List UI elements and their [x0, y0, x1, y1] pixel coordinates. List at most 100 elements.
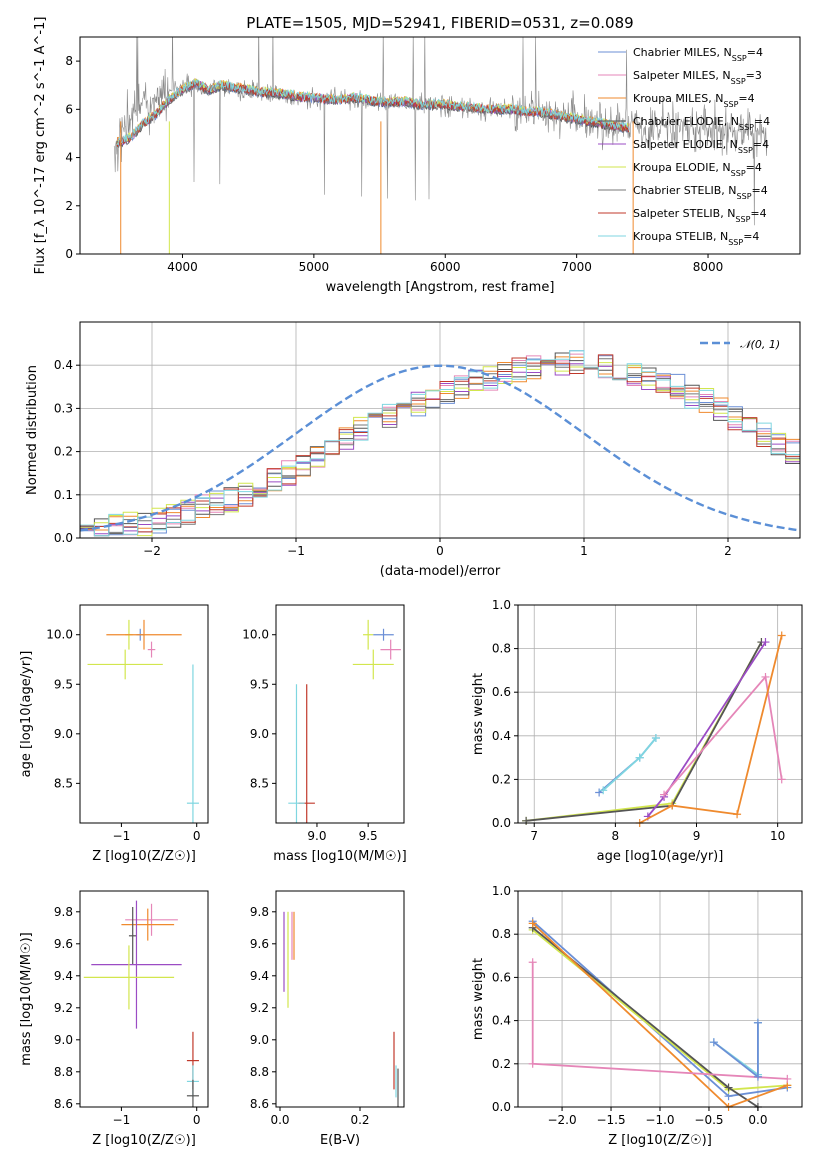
legend-label: Chabrier ELODIE, NSSP=4	[633, 115, 770, 132]
x-tick-label: 0	[436, 544, 444, 558]
x-tick-label: 5000	[299, 260, 330, 274]
x-tick-label: 1	[580, 544, 588, 558]
ebv-mass-panel: 0.0 0.2 8.6 8.8 9.0 9.2 9.4 9.6 9.8 E(B-V)	[250, 890, 405, 1148]
age-weight-ylabel: mass weight	[471, 673, 486, 755]
residuals-panel: −2 −1 0 1 2 0.0 0.1 0.2 0.3 0.4 (data-model)/error…	[25, 321, 801, 579]
x-tick-label: 0	[193, 1113, 201, 1127]
y-tick-label: 8	[65, 54, 73, 68]
x-tick-label: 9.0	[307, 829, 326, 843]
legend-label: Chabrier STELIB, NSSP=4	[633, 184, 768, 201]
y-tick-label: 8.5	[250, 776, 269, 790]
y-tick-label: 9.5	[250, 677, 269, 691]
Z-mass-frame	[79, 890, 209, 1108]
weight-point-marker	[522, 816, 531, 825]
y-tick-label: 0.0	[492, 1100, 511, 1114]
ebv-mass-frame	[275, 890, 405, 1108]
mass-age-plot-area	[288, 619, 401, 823]
y-tick-label: 2	[65, 199, 73, 213]
x-tick-label: −1	[287, 544, 305, 558]
Z-mass-plot-area	[83, 900, 199, 1107]
model-spectrum-line	[116, 80, 630, 147]
weight-point-marker	[528, 919, 537, 928]
x-tick-label: 0.0	[270, 1113, 289, 1127]
y-tick-label: 9.0	[54, 1033, 73, 1047]
Z-age-panel: −1 0 8.5 9.0 9.5 10.0 Z [log10(Z/Z☉)] age [log1…	[19, 604, 209, 864]
y-tick-label: 8.5	[54, 776, 73, 790]
spectrum-panel: 4000 5000 6000 7000 8000 0 2 4 6 8 wavelength [Ang…	[33, 17, 801, 295]
mass-age-panel: 9.0 9.5 8.5 9.0 9.5 10.0 mass [log10(M/M☉)]	[242, 604, 407, 864]
x-tick-label: 8000	[693, 260, 724, 274]
weight-point-marker	[528, 958, 537, 967]
Z-age-ylabel: age [log10(age/yr)]	[19, 651, 34, 778]
x-tick-label: −1.0	[645, 1113, 674, 1127]
y-tick-label: 0.8	[492, 642, 511, 656]
y-tick-label: 8.6	[54, 1097, 73, 1111]
y-tick-label: 10.0	[242, 628, 269, 642]
x-tick-label: −0.5	[694, 1113, 723, 1127]
x-tick-label: 10	[770, 829, 785, 843]
Z-mass-ylabel: mass [log10(M/M☉)]	[19, 932, 34, 1065]
y-tick-label: 9.6	[250, 937, 269, 951]
Z-mass-panel: −1 0 8.6 8.8 9.0 9.2 9.4 9.6 9.8 Z [log10(Z/Z☉)] m…	[19, 890, 209, 1148]
x-tick-label: −1	[113, 1113, 131, 1127]
x-tick-label: 7000	[561, 260, 592, 274]
weight-point-marker	[709, 1038, 718, 1047]
x-tick-label: −1	[113, 829, 131, 843]
legend-label: Salpeter MILES, NSSP=3	[633, 69, 762, 86]
weight-point-marker	[635, 753, 644, 762]
model-spectrum-line	[116, 79, 630, 146]
weight-series-line	[602, 737, 657, 791]
ebv-mass-xlabel: E(B-V)	[320, 1133, 360, 1148]
y-tick-label: 4	[65, 151, 73, 165]
y-tick-label: 9.0	[54, 727, 73, 741]
weight-point-marker	[753, 1072, 762, 1081]
figure-title: PLATE=1505, MJD=52941, FIBERID=0531, z=0…	[246, 14, 633, 32]
legend-label: Kroupa STELIB, NSSP=4	[633, 230, 759, 247]
Z-weight-ylabel: mass weight	[471, 958, 486, 1040]
ebv-mass-plot-area	[283, 911, 399, 1107]
y-tick-label: 0.2	[54, 445, 73, 459]
x-tick-label: 0.2	[350, 1113, 369, 1127]
weight-point-marker	[599, 786, 608, 795]
spectrum-frame	[79, 36, 801, 255]
residual-histogram-line	[80, 354, 800, 533]
y-tick-label: 10.0	[46, 628, 73, 642]
Z-mass-xlabel: Z [log10(Z/Z☉)]	[92, 1133, 196, 1148]
x-tick-label: 8	[612, 829, 620, 843]
legend-label: Kroupa ELODIE, NSSP=4	[633, 161, 762, 178]
x-tick-label: 4000	[167, 260, 198, 274]
weight-series-line	[713, 1022, 759, 1077]
residual-histogram-line	[80, 350, 800, 537]
mass-age-frame	[275, 604, 405, 824]
legend-label: Salpeter ELODIE, NSSP=4	[633, 138, 769, 155]
y-tick-label: 6	[65, 102, 73, 116]
weight-point-marker	[668, 801, 677, 810]
y-tick-label: 9.0	[250, 727, 269, 741]
spectrum-legend: Chabrier MILES, NSSP=4 Salpeter MILES, NS…	[598, 46, 770, 247]
y-tick-label: 9.4	[54, 969, 73, 983]
x-tick-label: 0.0	[748, 1113, 767, 1127]
weight-point-marker	[595, 788, 604, 797]
Z-age-plot-area	[87, 619, 199, 823]
y-tick-label: 0.6	[492, 970, 511, 984]
weight-point-marker	[528, 1059, 537, 1068]
legend-label: 𝒩(0, 1)	[740, 338, 780, 351]
y-tick-label: 0.2	[492, 772, 511, 786]
y-tick-label: 9.2	[250, 1001, 269, 1015]
age-weight-xlabel: age [log10(age/yr)]	[597, 849, 724, 864]
y-tick-label: 9.6	[54, 937, 73, 951]
x-tick-label: 6000	[430, 260, 461, 274]
weight-point-marker	[777, 631, 786, 640]
weight-series-line	[639, 635, 783, 824]
x-tick-label: 9	[693, 829, 701, 843]
residual-histogram-line	[80, 361, 800, 537]
y-tick-label: 0.0	[492, 816, 511, 830]
x-tick-label: 9.5	[359, 829, 378, 843]
y-tick-label: 0.2	[492, 1057, 511, 1071]
Z-weight-xlabel: Z [log10(Z/Z☉)]	[608, 1133, 712, 1148]
legend-label: Chabrier MILES, NSSP=4	[633, 46, 763, 63]
Z-age-frame	[79, 604, 209, 824]
y-tick-label: 9.5	[54, 677, 73, 691]
weight-series-line	[526, 641, 763, 822]
y-tick-label: 1.0	[492, 598, 511, 612]
